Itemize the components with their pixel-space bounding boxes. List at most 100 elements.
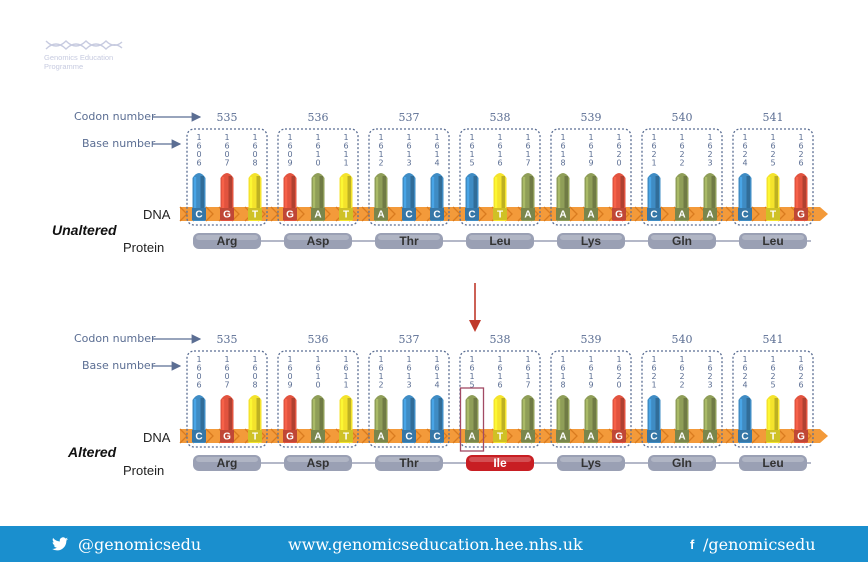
svg-text:5: 5 (770, 381, 775, 390)
base-G: G (283, 173, 297, 221)
unaltered-panel: 5351606C1607G1608TArg5361609G1610A1611TA… (179, 111, 828, 249)
base-letter: C (433, 432, 440, 443)
svg-text:1: 1 (798, 133, 803, 142)
svg-text:8: 8 (252, 159, 257, 168)
amino-acid-leu: Leu (739, 455, 807, 471)
base-letter: A (587, 432, 594, 443)
svg-text:8: 8 (560, 381, 565, 390)
amino-acid-label: Thr (399, 456, 419, 470)
svg-text:4: 4 (434, 381, 439, 390)
website-link[interactable]: www.genomicseducation.hee.nhs.uk (288, 535, 583, 554)
amino-acid-label: Arg (217, 234, 238, 248)
base-letter: A (377, 210, 384, 221)
svg-text:6: 6 (798, 381, 803, 390)
svg-text:1: 1 (588, 133, 593, 142)
base-letter: C (650, 432, 657, 443)
codon-box (368, 350, 450, 448)
codon-box (641, 128, 723, 226)
svg-text:1: 1 (315, 150, 320, 159)
base-C: C (402, 173, 416, 221)
codon-number: 539 (581, 111, 602, 124)
codon-number: 535 (217, 333, 238, 346)
facebook-handle-link[interactable]: /genomicsedu (703, 535, 816, 554)
svg-text:6: 6 (378, 142, 383, 151)
svg-text:1: 1 (525, 133, 530, 142)
svg-text:1: 1 (707, 133, 712, 142)
base-letter: C (741, 432, 748, 443)
facebook-icon[interactable]: f (690, 537, 695, 552)
twitter-bird-icon[interactable] (52, 537, 68, 551)
svg-text:2: 2 (742, 372, 747, 381)
base-T: T (248, 173, 262, 221)
svg-text:0: 0 (315, 159, 320, 168)
svg-text:1: 1 (196, 355, 201, 364)
svg-text:7: 7 (525, 159, 530, 168)
svg-text:6: 6 (742, 364, 747, 373)
base-T: T (493, 173, 507, 221)
footer: @genomicsedu www.genomicseducation.hee.n… (0, 526, 868, 562)
base-G: G (283, 395, 297, 443)
codon-number: 541 (763, 333, 784, 346)
svg-text:6: 6 (616, 142, 621, 151)
svg-text:1: 1 (525, 355, 530, 364)
base-A: A (521, 173, 535, 221)
svg-text:1: 1 (252, 355, 257, 364)
svg-text:1: 1 (378, 355, 383, 364)
svg-text:2: 2 (378, 159, 383, 168)
base-letter: A (559, 210, 566, 221)
svg-text:6: 6 (196, 381, 201, 390)
svg-text:7: 7 (224, 381, 229, 390)
svg-text:6: 6 (378, 364, 383, 373)
svg-text:6: 6 (707, 364, 712, 373)
svg-text:1: 1 (196, 133, 201, 142)
twitter-handle-link[interactable]: @genomicsedu (78, 535, 202, 554)
svg-text:6: 6 (651, 142, 656, 151)
amino-acid-label: Asp (307, 234, 330, 248)
base-letter: G (286, 210, 294, 221)
svg-text:2: 2 (679, 372, 684, 381)
svg-text:2: 2 (378, 381, 383, 390)
svg-text:1: 1 (679, 133, 684, 142)
svg-text:9: 9 (287, 381, 292, 390)
svg-text:1: 1 (497, 355, 502, 364)
base-letter: G (615, 432, 623, 443)
svg-text:5: 5 (770, 159, 775, 168)
svg-text:1: 1 (469, 150, 474, 159)
base-letter: A (706, 210, 713, 221)
amino-acid-arg: Arg (193, 455, 261, 471)
codon-number-label: Codon number (74, 110, 156, 123)
svg-text:0: 0 (616, 381, 621, 390)
svg-text:2: 2 (707, 372, 712, 381)
base-T: T (339, 173, 353, 221)
base-A: A (374, 395, 388, 443)
svg-text:2: 2 (770, 372, 775, 381)
svg-text:6: 6 (525, 364, 530, 373)
protein-label-altered: Protein (123, 463, 164, 478)
svg-text:1: 1 (343, 355, 348, 364)
svg-text:1: 1 (287, 133, 292, 142)
base-T: T (339, 395, 353, 443)
base-letter: A (314, 210, 321, 221)
svg-text:7: 7 (224, 159, 229, 168)
svg-text:3: 3 (707, 159, 712, 168)
svg-text:9: 9 (287, 159, 292, 168)
